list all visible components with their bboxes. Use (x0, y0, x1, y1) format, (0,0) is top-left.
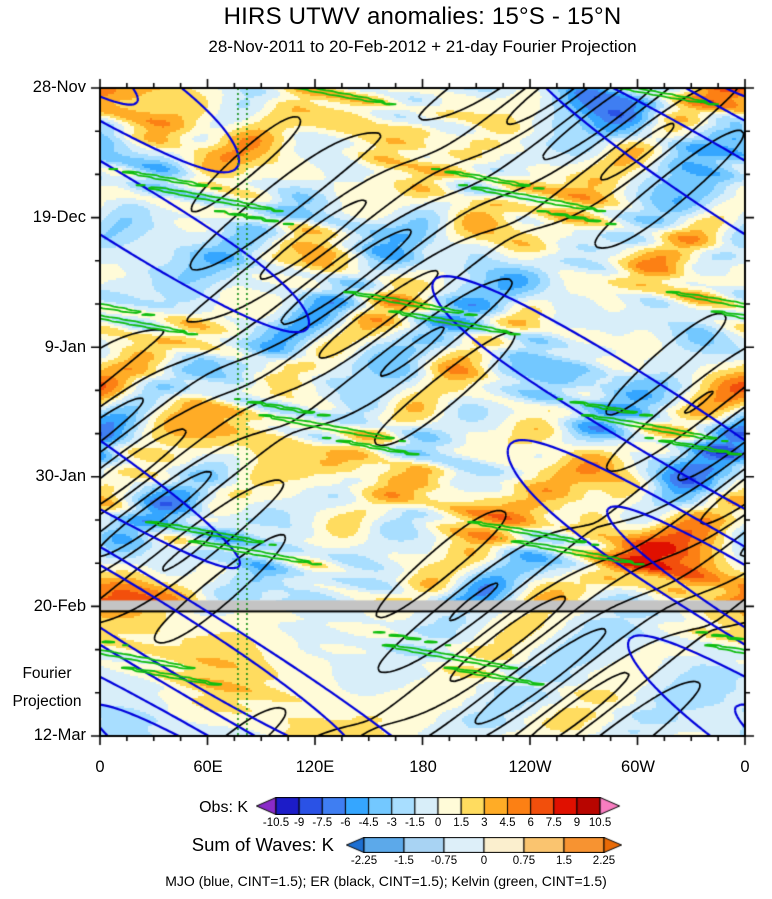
colorbar-tick-label: 9 (573, 817, 581, 829)
waves-colorbar-label: Sum of Waves: K (191, 834, 334, 855)
hovmoller-plot-canvas (0, 0, 772, 780)
colorbar-tick-label: 7.5 (545, 817, 562, 829)
colorbar-tick-label: -1.5 (394, 855, 414, 867)
time-tick-label: 20-Feb (33, 597, 86, 615)
colorbar-tick-label: 2.25 (592, 855, 616, 867)
colorbar-tick-label: 10.5 (588, 817, 612, 829)
colorbar-tick-label: 4.5 (499, 817, 516, 829)
time-tick-label: 12-Mar (33, 726, 86, 744)
lon-tick-label: 60E (193, 758, 223, 776)
fourier-projection-annotation-line2: Projection (12, 693, 82, 710)
obs-colorbar (256, 797, 622, 815)
chart-subtitle: 28-Nov-2011 to 20-Feb-2012 + 21-day Four… (208, 37, 637, 56)
legend-caption: MJO (blue, CINT=1.5); ER (black, CINT=1.… (165, 873, 607, 889)
chart-title: HIRS UTWV anomalies: 15°S - 15°N (223, 3, 622, 30)
colorbar-tick-label: 1.5 (453, 817, 470, 829)
fourier-projection-annotation-line1: Fourier (22, 665, 72, 682)
colorbar-tick-label: -10.5 (262, 817, 290, 829)
lon-tick-label: 180 (409, 758, 437, 776)
lon-tick-label: 120E (295, 758, 335, 776)
time-tick-label: 9-Jan (44, 338, 86, 356)
colorbar-tick-label: -3 (386, 817, 397, 829)
time-tick-label: 28-Nov (32, 78, 86, 96)
colorbar-tick-label: 6 (527, 817, 534, 829)
lon-tick-label: 0 (95, 758, 105, 776)
time-tick-label: 30-Jan (35, 467, 86, 485)
colorbar-tick-label: -2.25 (350, 855, 378, 867)
colorbar-tick-label: -6 (340, 817, 351, 829)
obs-colorbar-label: Obs: K (199, 799, 248, 816)
colorbar-tick-label: -7.5 (312, 817, 333, 829)
lon-tick-label: 60W (621, 758, 655, 776)
lon-tick-label: 120W (508, 758, 552, 776)
colorbar-tick-label: 0.75 (512, 855, 536, 867)
colorbar-tick-label: 0 (480, 855, 488, 867)
colorbar-tick-label: 1.5 (556, 855, 572, 867)
waves-colorbar (346, 837, 622, 853)
lon-tick-label: 0 (740, 758, 750, 776)
colorbar-tick-label: -1.5 (404, 817, 425, 829)
colorbar-tick-label: -9 (294, 817, 305, 829)
colorbar-tick-label: -4.5 (358, 817, 379, 829)
colorbar-tick-label: 3 (481, 817, 488, 829)
time-tick-label: 19-Dec (32, 208, 86, 226)
colorbar-tick-label: -0.75 (430, 855, 458, 867)
colorbar-tick-label: 0 (434, 817, 442, 829)
